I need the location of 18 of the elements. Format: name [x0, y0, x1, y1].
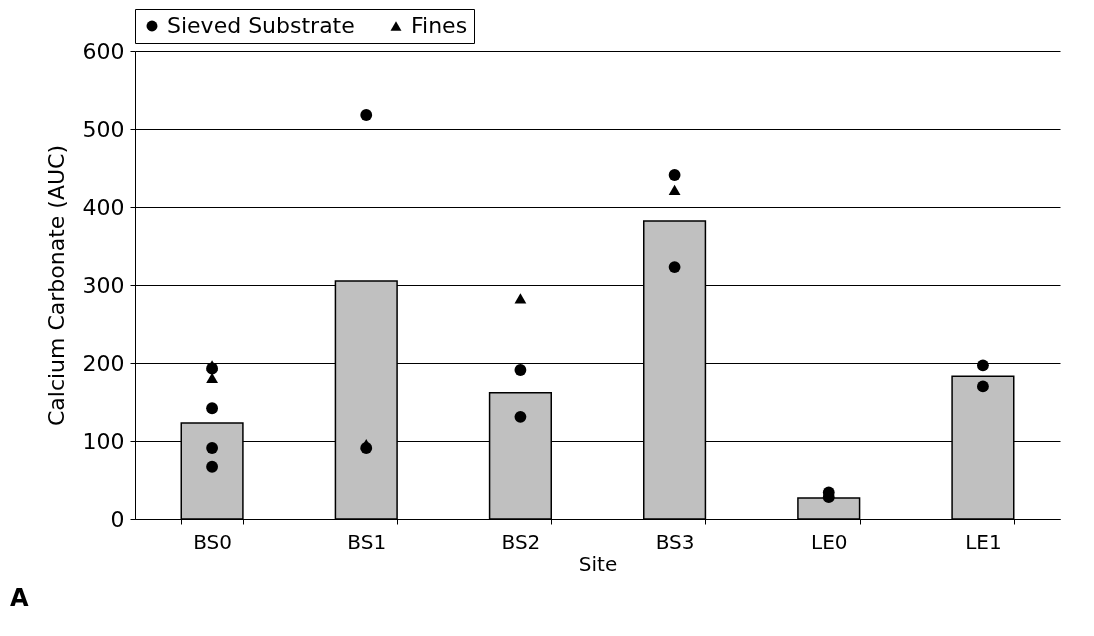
- x-tick-label: LE0: [810, 529, 848, 554]
- legend-label: Fines: [411, 13, 468, 38]
- legend-label: Sieved Substrate: [167, 13, 355, 38]
- y-tick-label: 200: [82, 350, 125, 376]
- y-tick-label: 0: [110, 506, 125, 532]
- y-tick-label: 500: [82, 116, 125, 142]
- x-axis-title: Site: [578, 551, 618, 576]
- x-tick-label: BS1: [347, 529, 387, 554]
- x-tick-label: BS3: [655, 529, 695, 554]
- y-tick-label: 100: [82, 428, 125, 454]
- y-axis-title: Calcium Carbonate (AUC): [43, 144, 69, 427]
- text: A: [10, 584, 29, 612]
- x-tick-label: BS0: [193, 529, 232, 554]
- y-tick-label: 300: [82, 272, 125, 298]
- x-tick-label: LE1: [965, 529, 1002, 554]
- y-tick-label: 400: [82, 194, 125, 220]
- y-tick-label: 600: [82, 38, 125, 64]
- x-tick-label: BS2: [501, 529, 541, 554]
